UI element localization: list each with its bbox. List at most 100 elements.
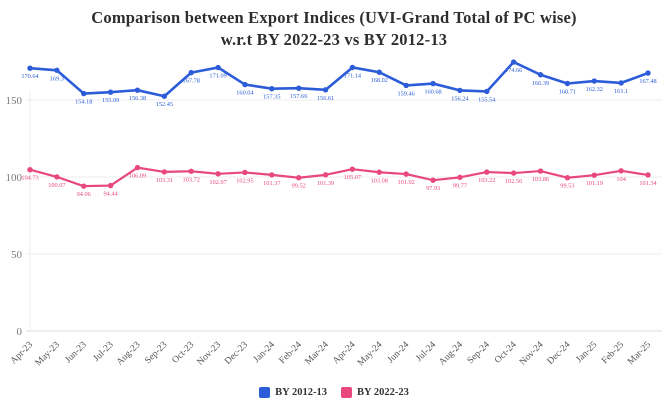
data-point-label: 155.54 [478, 96, 496, 103]
legend-item-by-2022-23[interactable]: BY 2022-23 [341, 387, 409, 398]
data-point [537, 167, 544, 174]
data-point [54, 173, 60, 180]
x-axis-tick-label: Sep-23 [143, 339, 169, 365]
data-point-label: 103.72 [183, 176, 200, 183]
data-point [349, 64, 356, 70]
data-point [403, 82, 409, 88]
y-axis-tick-label: 0 [17, 326, 23, 338]
data-point-label: 167.48 [639, 78, 656, 85]
legend-item-by-2012-13[interactable]: BY 2012-13 [259, 387, 327, 398]
x-axis-tick-label: Oct-24 [493, 339, 519, 365]
x-axis-tick-label: Apr-24 [331, 339, 358, 366]
data-point-label: 171.14 [344, 72, 362, 79]
x-axis-tick-label: Jun-24 [386, 339, 412, 365]
legend-swatch [259, 387, 271, 398]
x-axis-tick-label: Apr-23 [9, 339, 36, 366]
data-point-label: 155.09 [102, 97, 119, 104]
data-point-label: 168.02 [371, 77, 388, 84]
data-point [54, 67, 60, 73]
x-axis-tick-label: Dec-23 [223, 339, 250, 366]
data-point [27, 65, 33, 71]
x-axis-tick-label: Mar-24 [304, 339, 331, 366]
x-axis-tick-label: Oct-23 [171, 339, 197, 365]
data-point-label: 104.73 [21, 174, 38, 181]
y-axis-tick-label: 150 [6, 95, 23, 107]
data-point-label: 154.18 [75, 98, 92, 105]
data-point [161, 168, 168, 175]
x-axis-tick-label: May-23 [34, 339, 63, 368]
x-axis-tick-label: Aug-23 [115, 339, 143, 367]
series-line [28, 60, 650, 98]
data-point-label: 171.09 [209, 72, 226, 79]
data-point-label: 105.07 [344, 174, 361, 181]
data-point [645, 69, 651, 76]
chart-title-line1: Comparison between Export Indices (UVI-G… [91, 8, 577, 27]
data-point-label: 103.08 [371, 177, 388, 184]
legend-swatch [341, 387, 352, 398]
data-point-label: 94.06 [77, 191, 91, 198]
data-point-label: 100.07 [48, 181, 65, 188]
chart-title-line2: w.r.t BY 2022-23 vs BY 2012-13 [220, 29, 448, 49]
data-point-label: 102.95 [236, 177, 253, 184]
x-axis-tick-label: Mar-25 [626, 339, 653, 366]
x-axis-tick-label: Aug-24 [437, 339, 465, 367]
data-point-label: 101.37 [263, 179, 280, 186]
data-point-label: 104 [616, 175, 626, 182]
data-point [349, 166, 356, 172]
series-line [28, 166, 650, 187]
data-point [376, 169, 383, 175]
data-point-label: 103.31 [156, 176, 173, 183]
data-point [430, 80, 436, 86]
data-point [484, 168, 490, 175]
data-point [564, 174, 571, 180]
data-point [591, 77, 597, 84]
data-point-label: 156.24 [451, 95, 469, 102]
data-point-label: 167.78 [183, 77, 200, 84]
data-point-label: 106.09 [129, 172, 146, 179]
x-axis-tick-label: May-24 [356, 339, 385, 368]
legend-label: BY 2012-13 [275, 387, 327, 398]
data-point [27, 166, 33, 172]
chart-title: Comparison between Export Indices (UVI-G… [0, 0, 668, 51]
x-axis-tick-label: Jul-24 [414, 339, 438, 363]
data-point [188, 69, 194, 75]
data-point-label: 160.04 [236, 89, 254, 96]
chart-legend: BY 2012-13 BY 2022-23 [0, 387, 668, 401]
x-axis-tick-label: Dec-24 [546, 339, 573, 366]
data-point [107, 88, 114, 95]
data-point-label: 169.3 [50, 75, 64, 82]
data-point [215, 64, 221, 70]
x-axis-tick-label: Jul-23 [92, 339, 116, 363]
data-point-label: 160.68 [424, 88, 441, 95]
data-point [134, 87, 141, 93]
data-point [269, 171, 275, 178]
data-point [269, 85, 275, 91]
data-point-label: 101.92 [398, 179, 415, 186]
data-point-label: 159.46 [398, 90, 415, 97]
data-point-label: 102.07 [209, 178, 226, 185]
data-point-label: 101.19 [586, 180, 603, 187]
data-point-label: 103.86 [532, 176, 549, 183]
data-point [564, 80, 571, 86]
data-point [537, 71, 544, 77]
data-point-label: 103.22 [478, 177, 495, 184]
data-point-label: 99.53 [560, 182, 574, 189]
data-point-label: 162.32 [586, 86, 603, 93]
data-point [403, 170, 409, 177]
data-point [457, 87, 463, 93]
data-point-label: 166.39 [532, 79, 549, 86]
data-point [134, 164, 141, 170]
data-point-label: 160.71 [559, 88, 576, 95]
data-point [510, 169, 517, 176]
y-axis-tick-label: 100 [6, 172, 23, 184]
data-point-label: 161.1 [614, 87, 628, 94]
x-axis-tick-label: Nov-23 [196, 339, 224, 367]
data-point [484, 88, 490, 94]
data-point-label: 102.56 [505, 178, 522, 185]
data-point [295, 174, 302, 180]
data-point [376, 69, 383, 75]
data-point-label: 156.38 [129, 95, 146, 102]
x-axis-tick-label: Jan-24 [252, 339, 277, 364]
